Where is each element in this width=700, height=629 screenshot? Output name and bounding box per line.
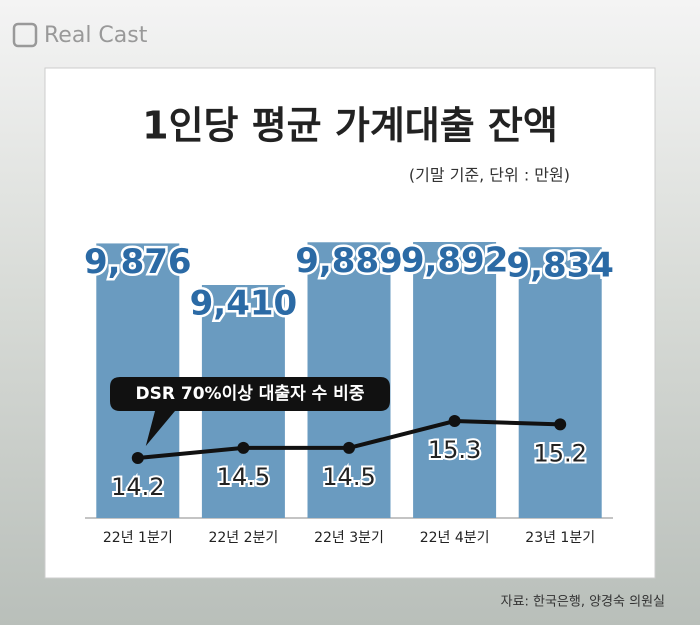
bar: [518, 247, 602, 519]
bar: [413, 242, 497, 518]
chart-title: 1인당 평균 가계대출 잔액: [142, 104, 558, 148]
x-tick-label: 22년 2분기: [208, 530, 278, 546]
x-tick-label: 22년 4분기: [420, 530, 490, 546]
value-label: 9,876: [84, 242, 192, 282]
value-label: 9,889: [295, 241, 403, 281]
annotation-box: [110, 377, 390, 446]
line-value-label: 14.2: [111, 473, 164, 501]
value-label: 9,410: [190, 284, 298, 324]
source: 자료: 한국은행, 양경숙 의원실: [501, 594, 665, 610]
annotation: DSR 70%이상 대출자 수 비중: [136, 384, 365, 404]
line-value-label: 14.5: [322, 463, 375, 491]
x-tick-label: 22년 1분기: [103, 530, 173, 546]
line-value-label: 14.5: [217, 463, 270, 491]
line-value-label: 15.2: [533, 439, 586, 467]
line-point: [554, 418, 567, 431]
value-label: 9,834: [506, 246, 614, 286]
chart-subtitle: (기말 기준, 단위 : 만원): [409, 166, 570, 185]
logo-icon: [12, 22, 38, 48]
x-tick-label: 23년 1분기: [525, 530, 595, 546]
line-point: [343, 441, 355, 454]
line-point: [237, 441, 250, 454]
line-value-label: 15.3: [428, 436, 481, 464]
line-point: [448, 415, 461, 427]
x-tick-label: 22년 3분기: [314, 530, 384, 546]
line-point: [131, 452, 144, 464]
logo: Real Cast: [44, 23, 148, 48]
value-label: 9,892: [401, 241, 509, 281]
